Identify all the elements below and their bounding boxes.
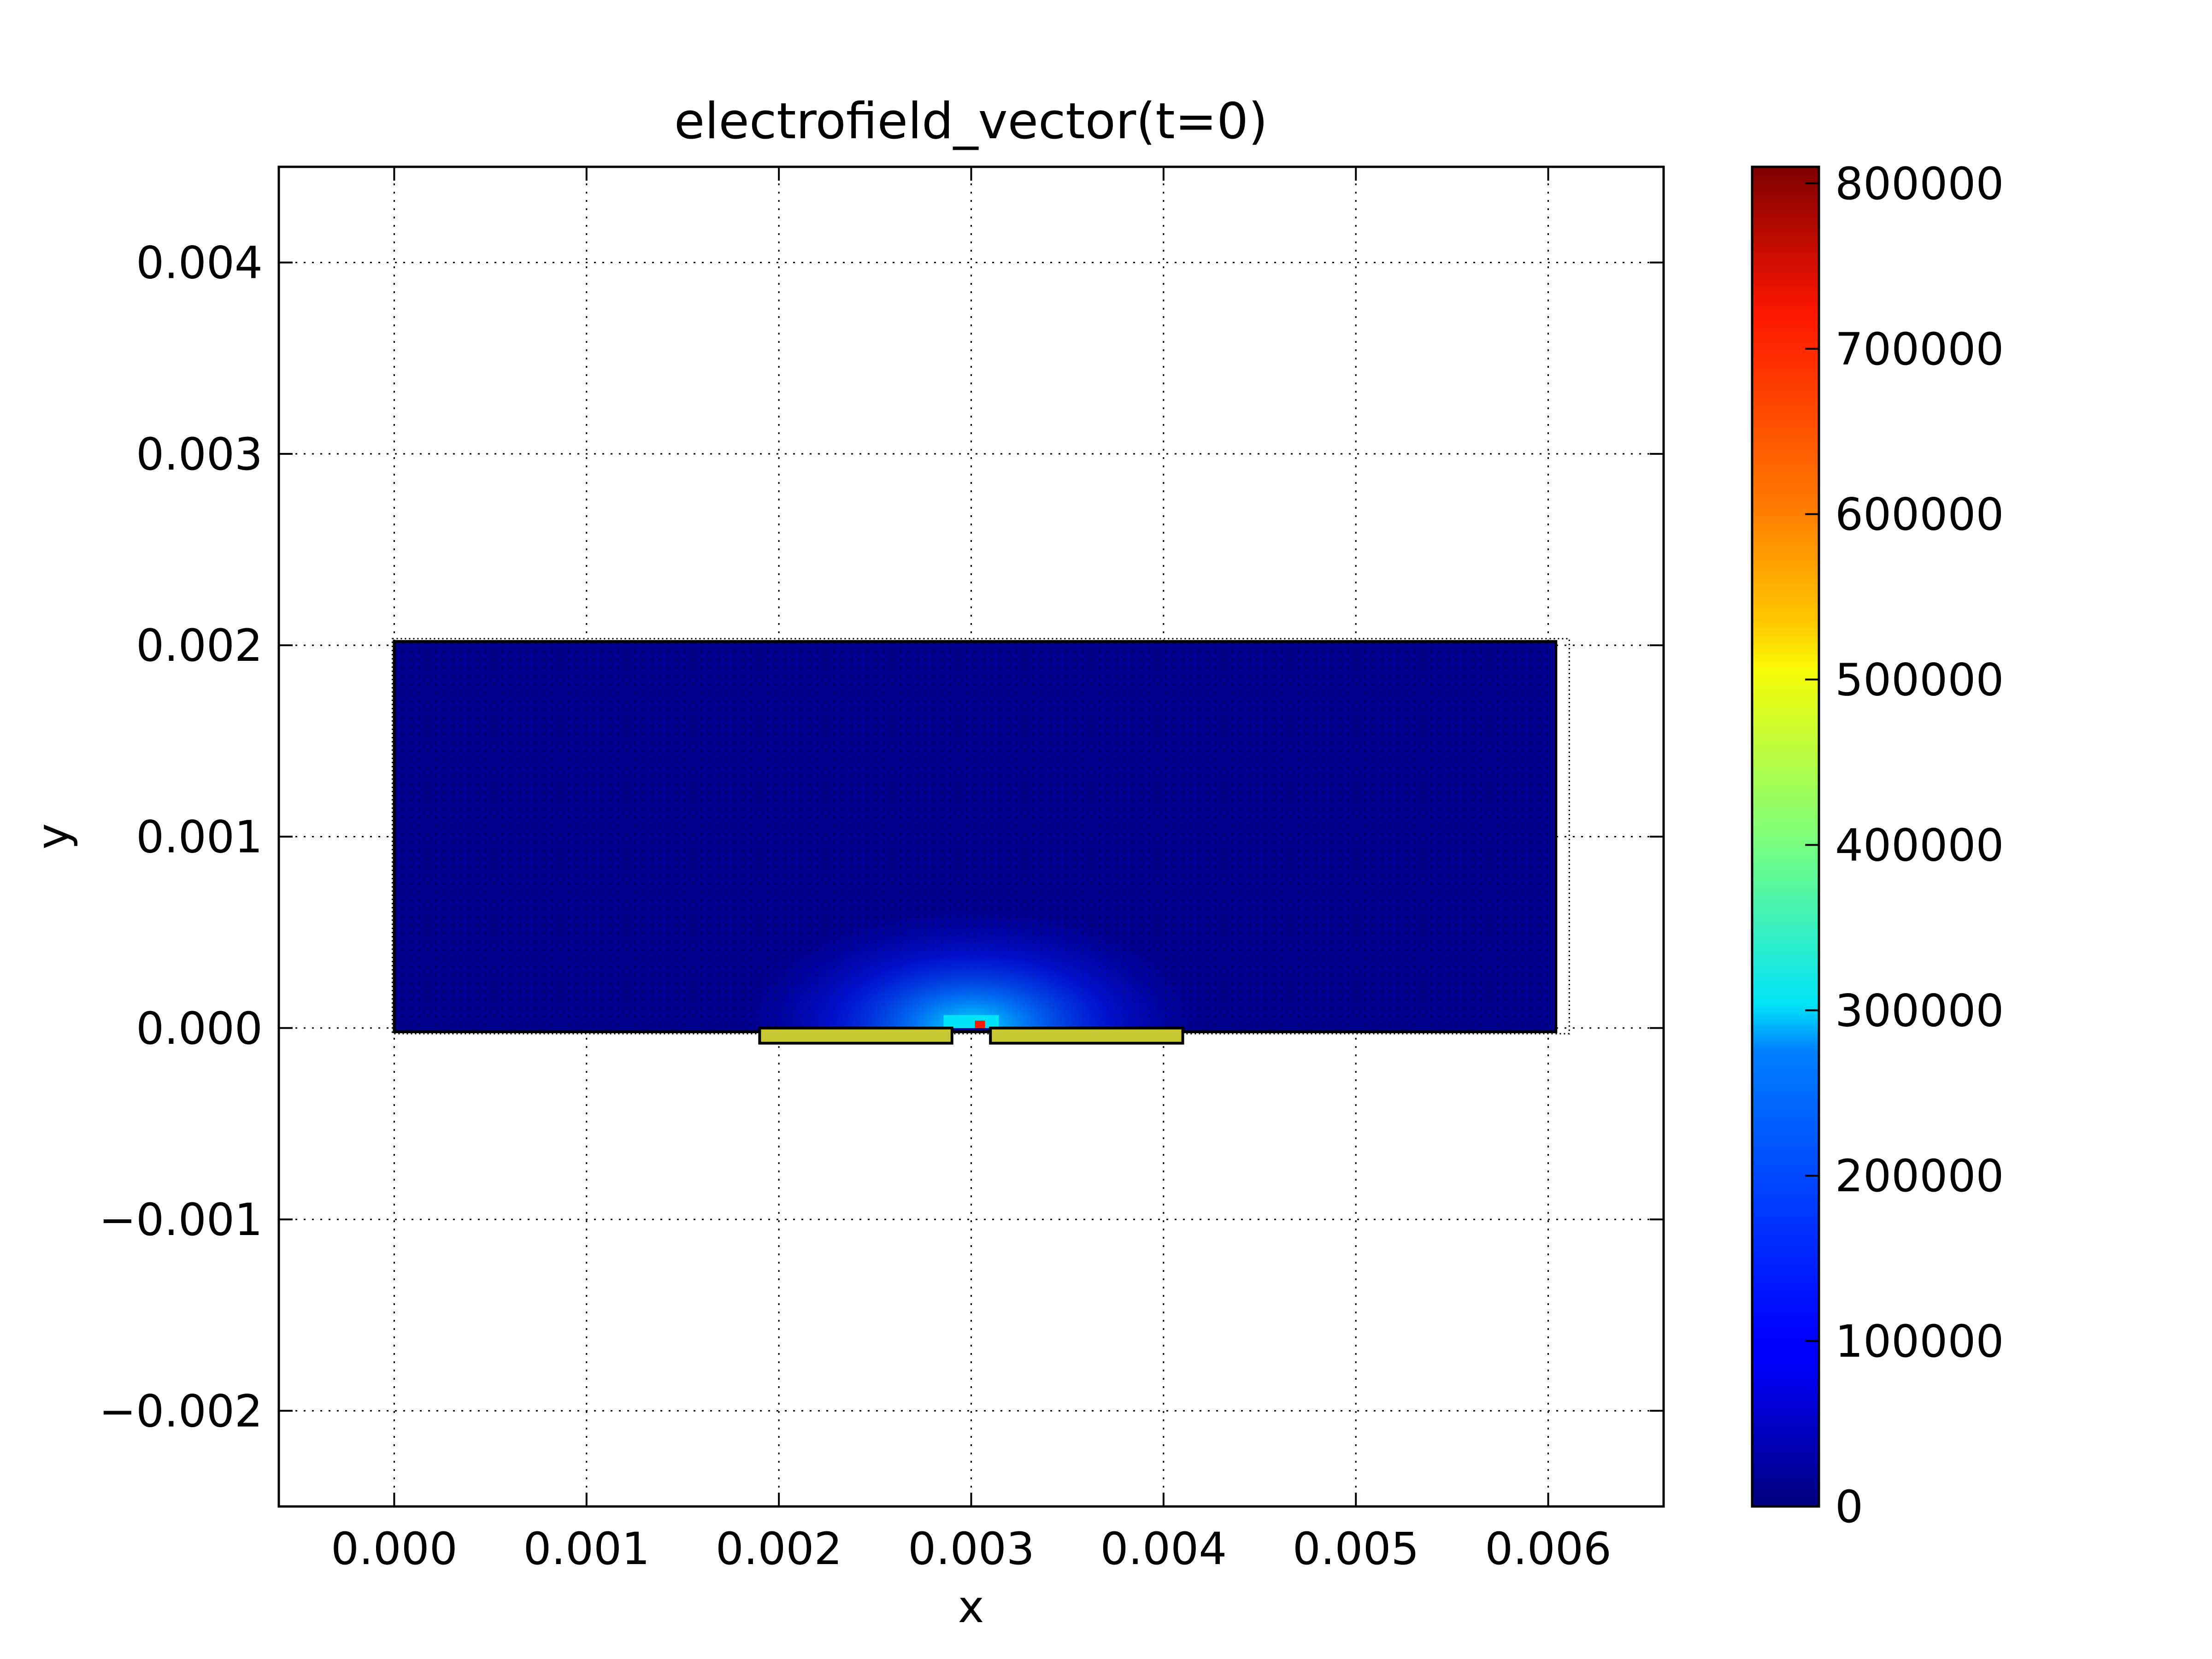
electrode	[758, 1026, 953, 1045]
colorbar-tick-label: 100000	[1835, 1316, 2004, 1367]
field-peak-max	[975, 1020, 985, 1028]
y-ticks: 0.004 0.003 0.002 0.001 0.000 −0.001 −0.002	[99, 237, 1664, 1437]
colorbar-tick-label: 0	[1835, 1481, 1863, 1533]
colorbar-tick-label: 400000	[1835, 819, 2004, 871]
y-tick-label: 0.002	[136, 620, 263, 671]
colorbar-tick-label: 700000	[1835, 324, 2004, 375]
y-tick-label: 0.003	[136, 429, 263, 480]
x-tick-label: 0.001	[523, 1523, 650, 1575]
colorbar-tick-label: 600000	[1835, 489, 2004, 541]
colorbar-tick-label: 300000	[1835, 985, 2004, 1036]
x-tick-label: 0.003	[908, 1523, 1035, 1575]
chart-title: electrofield_vector(t=0)	[674, 93, 1268, 150]
field-layer	[391, 638, 1570, 1045]
colorbar: 800000 700000 600000 500000 400000 300000 2000…	[1751, 158, 2004, 1533]
x-tick-label: 0.005	[1293, 1523, 1419, 1575]
colorbar-tick-label: 800000	[1835, 158, 2004, 210]
y-tick-label: 0.004	[136, 237, 263, 289]
field-peak-glow	[741, 788, 1202, 1028]
y-tick-label: −0.002	[99, 1385, 263, 1437]
x-axis-label: x	[958, 1581, 984, 1633]
y-tick-label: 0.001	[136, 812, 263, 863]
colorbar-ticks: 800000 700000 600000 500000 400000 300000 2000…	[1805, 158, 2004, 1533]
colorbar-gradient	[1751, 165, 1820, 1508]
y-axis-label: y	[27, 824, 79, 850]
colorbar-tick-label: 200000	[1835, 1150, 2004, 1202]
plot-frame	[277, 165, 1665, 1508]
y-tick-label: −0.001	[99, 1194, 263, 1246]
x-tick-label: 0.006	[1485, 1523, 1612, 1575]
electrode	[989, 1026, 1184, 1045]
y-tick-label: 0.000	[136, 1003, 263, 1054]
x-tick-label: 0.000	[331, 1523, 458, 1575]
x-ticks: 0.000 0.001 0.002 0.003 0.004 0.005 0.006	[331, 167, 1612, 1575]
x-tick-label: 0.004	[1100, 1523, 1227, 1575]
domain-border	[393, 640, 1558, 1034]
field-peak-core	[943, 1015, 999, 1028]
colorbar-tick-label: 500000	[1835, 654, 2004, 706]
x-tick-label: 0.002	[716, 1523, 842, 1575]
